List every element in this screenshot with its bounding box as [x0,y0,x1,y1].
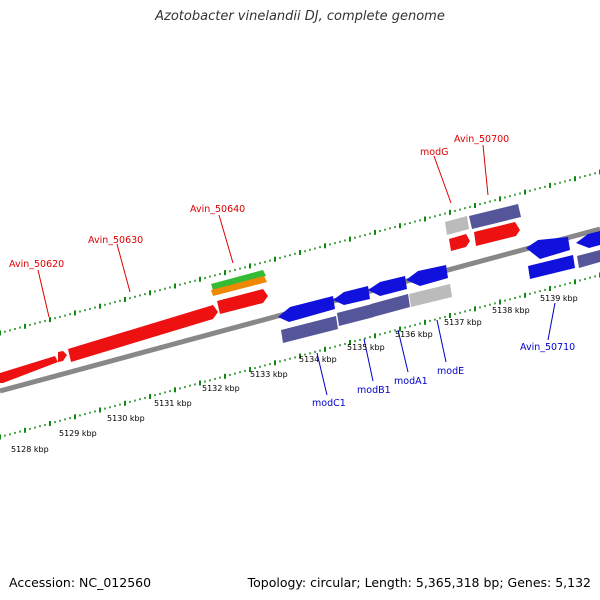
gene-reverse-edge[interactable] [576,231,600,248]
gene-mode-arrow[interactable] [406,265,448,286]
label-leaders [37,144,556,396]
label-avin-50620[interactable]: Avin_50620 [9,259,64,270]
scale-label-5137: 5137 kbp [444,318,482,327]
rna-orange[interactable] [211,276,267,296]
gene-forward-upper[interactable] [469,204,521,229]
reverse-genes [278,231,600,343]
rna-green[interactable] [211,270,266,290]
gene-avin-50710-lower[interactable] [528,255,575,279]
gene-avin-50710-arrow[interactable] [526,237,570,259]
label-mode[interactable]: modE [437,366,464,377]
gene-avin-50620-arrow[interactable] [0,356,58,383]
scale-label-5135: 5135 kbp [347,343,385,352]
pseudo-gene-reverse[interactable] [409,284,452,307]
gene-modg-arrow[interactable] [449,234,470,251]
scale-label-5133: 5133 kbp [250,370,288,379]
scale-label-5138: 5138 kbp [492,306,530,315]
label-avin-50700[interactable]: Avin_50700 [454,134,509,145]
label-avin-50640[interactable]: Avin_50640 [190,204,245,215]
label-modc1[interactable]: modC1 [312,398,346,409]
scale-label-5129: 5129 kbp [59,429,97,438]
scale-label-5139: 5139 kbp [540,294,578,303]
gene-modb1-arrow[interactable] [333,286,370,305]
genome-stats-text: Topology: circular; Length: 5,365,318 bp… [247,575,591,590]
forward-genes [0,204,521,383]
forward-strand-ticks [0,169,600,336]
scale-label-5131: 5131 kbp [154,399,192,408]
scale-labels: 5128 kbp 5129 kbp 5130 kbp 5131 kbp 5132… [11,294,578,454]
scale-label-5128: 5128 kbp [11,445,49,454]
label-modg[interactable]: modG [420,147,448,158]
label-avin-50630[interactable]: Avin_50630 [88,235,143,246]
reverse-strand-ticks [0,272,600,440]
label-avin-50710[interactable]: Avin_50710 [520,342,575,353]
gene-moda1-arrow[interactable] [368,276,407,296]
scale-label-5136: 5136 kbp [395,330,433,339]
label-modb1[interactable]: modB1 [357,385,391,396]
scale-label-5132: 5132 kbp [202,384,240,393]
gene-avin-50630-arrow[interactable] [68,305,218,362]
gene-modc1-arrow[interactable] [278,296,335,322]
scale-label-5130: 5130 kbp [107,414,145,423]
accession-text: Accession: NC_012560 [9,575,152,590]
gene-small-arrow[interactable] [58,351,67,362]
gene-modb1-lower[interactable] [337,304,374,326]
gene-avin-50700-arrow[interactable] [474,222,520,246]
gene-avin-50640-arrow[interactable] [217,289,268,314]
pseudo-gene-forward[interactable] [445,216,469,235]
gene-reverse-edge-lower[interactable] [577,250,600,268]
scale-label-5134: 5134 kbp [299,355,337,364]
map-title: Azotobacter vinelandii DJ, complete geno… [155,9,445,24]
gene-labels: Avin_50620 Avin_50630 Avin_50640 modG Av… [9,134,575,409]
gene-moda1-lower[interactable] [371,294,410,317]
gene-modc1-lower[interactable] [281,316,338,343]
label-moda1[interactable]: modA1 [394,376,428,387]
